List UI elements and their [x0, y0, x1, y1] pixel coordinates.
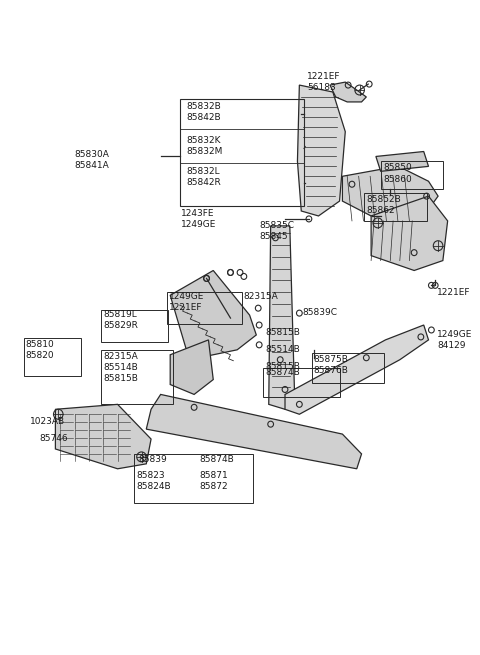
Text: 85832B
85842B: 85832B 85842B — [186, 102, 221, 122]
Bar — [180, 99, 304, 206]
Polygon shape — [342, 170, 438, 221]
Text: 85839C: 85839C — [302, 308, 337, 317]
Text: 85874B: 85874B — [265, 367, 300, 377]
Text: 85835C
85845: 85835C 85845 — [259, 221, 294, 241]
Text: 85871
85872: 85871 85872 — [199, 471, 228, 491]
Text: 85832K
85832M: 85832K 85832M — [186, 136, 223, 156]
Text: 1023AB: 1023AB — [30, 417, 65, 426]
Polygon shape — [146, 394, 361, 469]
Polygon shape — [371, 196, 448, 271]
Polygon shape — [55, 404, 151, 469]
Text: 85839: 85839 — [139, 455, 168, 464]
Text: 1221EF
56183: 1221EF 56183 — [307, 72, 340, 92]
Text: 82315A
85514B
85815B: 82315A 85514B 85815B — [103, 352, 138, 383]
Polygon shape — [285, 325, 429, 414]
Text: 85830A
85841A: 85830A 85841A — [74, 149, 109, 170]
Bar — [168, 292, 242, 324]
Text: 85815B: 85815B — [265, 362, 300, 371]
Bar — [101, 350, 173, 404]
Text: 85875B
85876B: 85875B 85876B — [314, 355, 348, 375]
Text: 85832L
85842R: 85832L 85842R — [186, 168, 221, 187]
Bar — [381, 161, 443, 189]
Text: 1249GE
84129: 1249GE 84129 — [437, 330, 472, 350]
Text: 85746: 85746 — [39, 434, 68, 443]
Polygon shape — [376, 151, 429, 172]
Polygon shape — [269, 226, 295, 409]
Text: 85850
85860: 85850 85860 — [384, 163, 412, 183]
Text: 85810
85820: 85810 85820 — [26, 340, 55, 360]
Polygon shape — [170, 271, 256, 360]
Bar — [364, 193, 427, 221]
Text: 1243FE
1249GE: 1243FE 1249GE — [181, 209, 216, 229]
Polygon shape — [298, 85, 345, 216]
Text: 85852B
85862: 85852B 85862 — [366, 195, 401, 215]
Polygon shape — [170, 340, 213, 394]
Text: 85514B: 85514B — [265, 345, 300, 354]
Bar — [101, 310, 168, 342]
Bar — [24, 338, 81, 375]
Text: 85815B: 85815B — [265, 328, 300, 337]
Text: 82315A: 82315A — [244, 292, 278, 301]
Bar — [312, 353, 384, 383]
Text: 1221EF: 1221EF — [437, 288, 470, 297]
Text: 85823
85824B: 85823 85824B — [137, 471, 171, 491]
Text: 1249GE
1221EF: 1249GE 1221EF — [169, 292, 204, 312]
Bar — [134, 454, 253, 504]
Text: 85874B: 85874B — [199, 455, 234, 464]
Text: 85819L
85829R: 85819L 85829R — [103, 310, 138, 330]
Bar — [263, 367, 339, 398]
Polygon shape — [330, 82, 366, 102]
